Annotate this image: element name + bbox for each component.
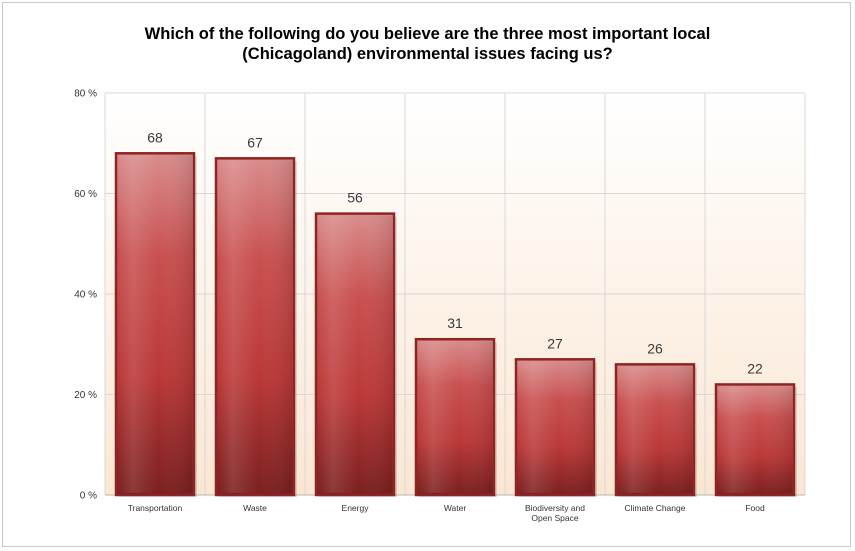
y-tick-label: 80 % [74, 89, 97, 100]
data-label: 31 [447, 315, 463, 331]
x-tick-label: Biodiversity and [525, 503, 585, 513]
data-label: 68 [147, 129, 163, 145]
x-tick-label: Open Space [531, 513, 579, 523]
y-tick-label: 40 % [74, 290, 97, 301]
x-tick-label: Water [444, 503, 467, 513]
data-label: 27 [547, 335, 563, 351]
bar-highlight [618, 366, 692, 493]
bar-highlight [118, 155, 192, 494]
data-label: 22 [747, 360, 763, 376]
data-label: 56 [347, 190, 363, 206]
x-tick-label: Transportation [128, 503, 183, 513]
x-tick-label: Waste [243, 503, 267, 513]
y-tick-label: 20 % [74, 390, 97, 401]
bar-chart: 0 % 20 % 40 % 60 % 80 % 68 Transportation 67 Was… [74, 89, 806, 524]
x-tick-label: Energy [342, 503, 370, 513]
bars-layer [114, 152, 797, 498]
bar-highlight [218, 160, 292, 493]
x-tick-label: Climate Change [625, 503, 686, 513]
labels-layer: 0 % 20 % 40 % 60 % 80 % 68 Transportation 67 Was… [74, 89, 765, 524]
data-label: 26 [647, 340, 663, 356]
bar-highlight [518, 361, 592, 493]
bar-highlight [718, 386, 792, 493]
y-tick-label: 60 % [74, 189, 97, 200]
data-label: 67 [247, 134, 263, 150]
y-tick-label: 0 % [80, 491, 97, 502]
chart-title-line-2: (Chicagoland) environmental issues facin… [242, 45, 613, 63]
bar-highlight [318, 215, 392, 493]
chart-title-line-1: Which of the following do you believe ar… [144, 25, 711, 43]
bar-highlight [418, 341, 492, 493]
chart-title: Which of the following do you believe ar… [3, 24, 852, 64]
x-tick-label: Food [745, 503, 765, 513]
